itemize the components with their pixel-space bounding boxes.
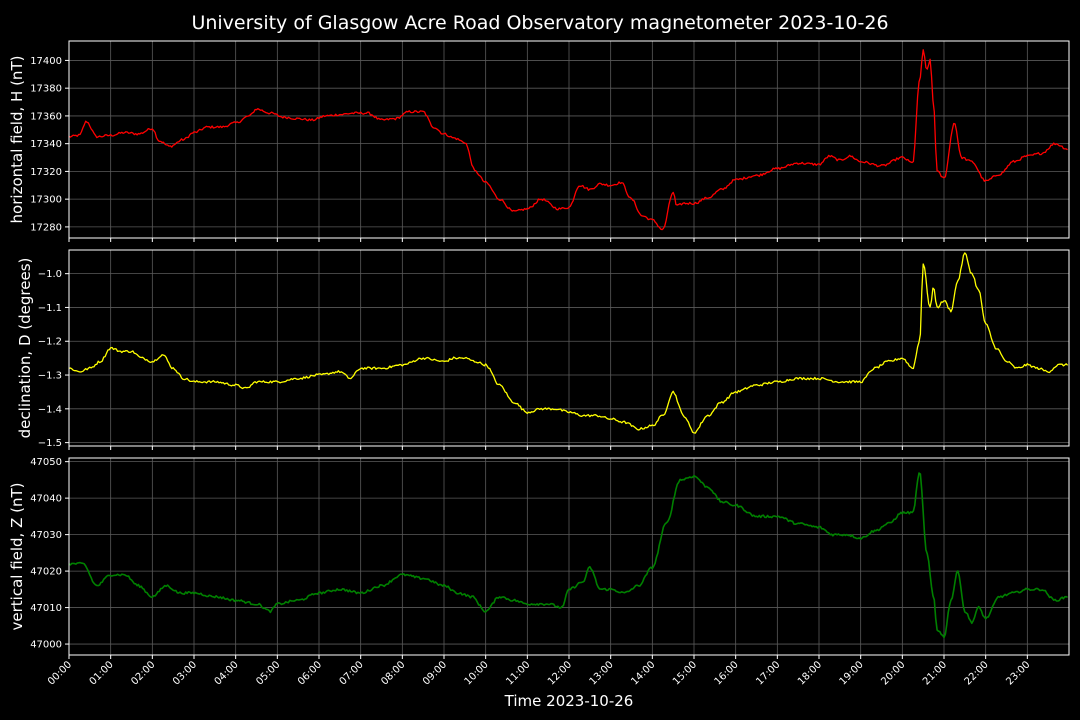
y-tick-label: 17380 [30,84,62,95]
y-axis-label: declination, D (degrees) [16,258,34,439]
series-line-z [68,472,1068,639]
y-tick-label: 17340 [30,139,62,150]
y-tick-label: −1.3 [38,371,62,382]
y-tick-label: −1.5 [38,438,62,449]
y-tick-label: 47010 [30,603,62,614]
y-tick-label: 47020 [30,567,62,578]
y-tick-label: 47040 [30,494,62,505]
y-tick-label: 47050 [30,457,62,468]
y-tick-label: −1.1 [38,303,62,314]
y-axis-label: vertical field, Z (nT) [8,482,26,630]
y-tick-label: 17360 [30,111,62,122]
y-axis-label: horizontal field, H (nT) [8,56,26,224]
y-tick-label: −1.2 [38,337,62,348]
y-tick-label: 17300 [30,195,62,206]
x-axis-label: Time 2023-10-26 [504,692,634,710]
y-tick-label: 17280 [30,222,62,233]
panel-h: 17280 17300 17320 17340 17360 17380 17400 horiz… [8,40,1070,242]
y-tick-label: −1.0 [38,269,62,280]
y-tick-label: 47030 [30,530,62,541]
chart-title: University of Glasgow Acre Road Observat… [191,12,888,34]
y-tick-label: −1.4 [38,404,62,415]
y-tick-label: 17400 [30,56,62,67]
series-line-h [68,49,1068,231]
y-tick-label: 17320 [30,167,62,178]
series-line-d [68,252,1069,434]
panel-d: −1.5 −1.4 −1.3 −1.2 −1.1 −1.0 declination, D (… [16,249,1070,450]
y-tick-label: 47000 [30,640,62,651]
